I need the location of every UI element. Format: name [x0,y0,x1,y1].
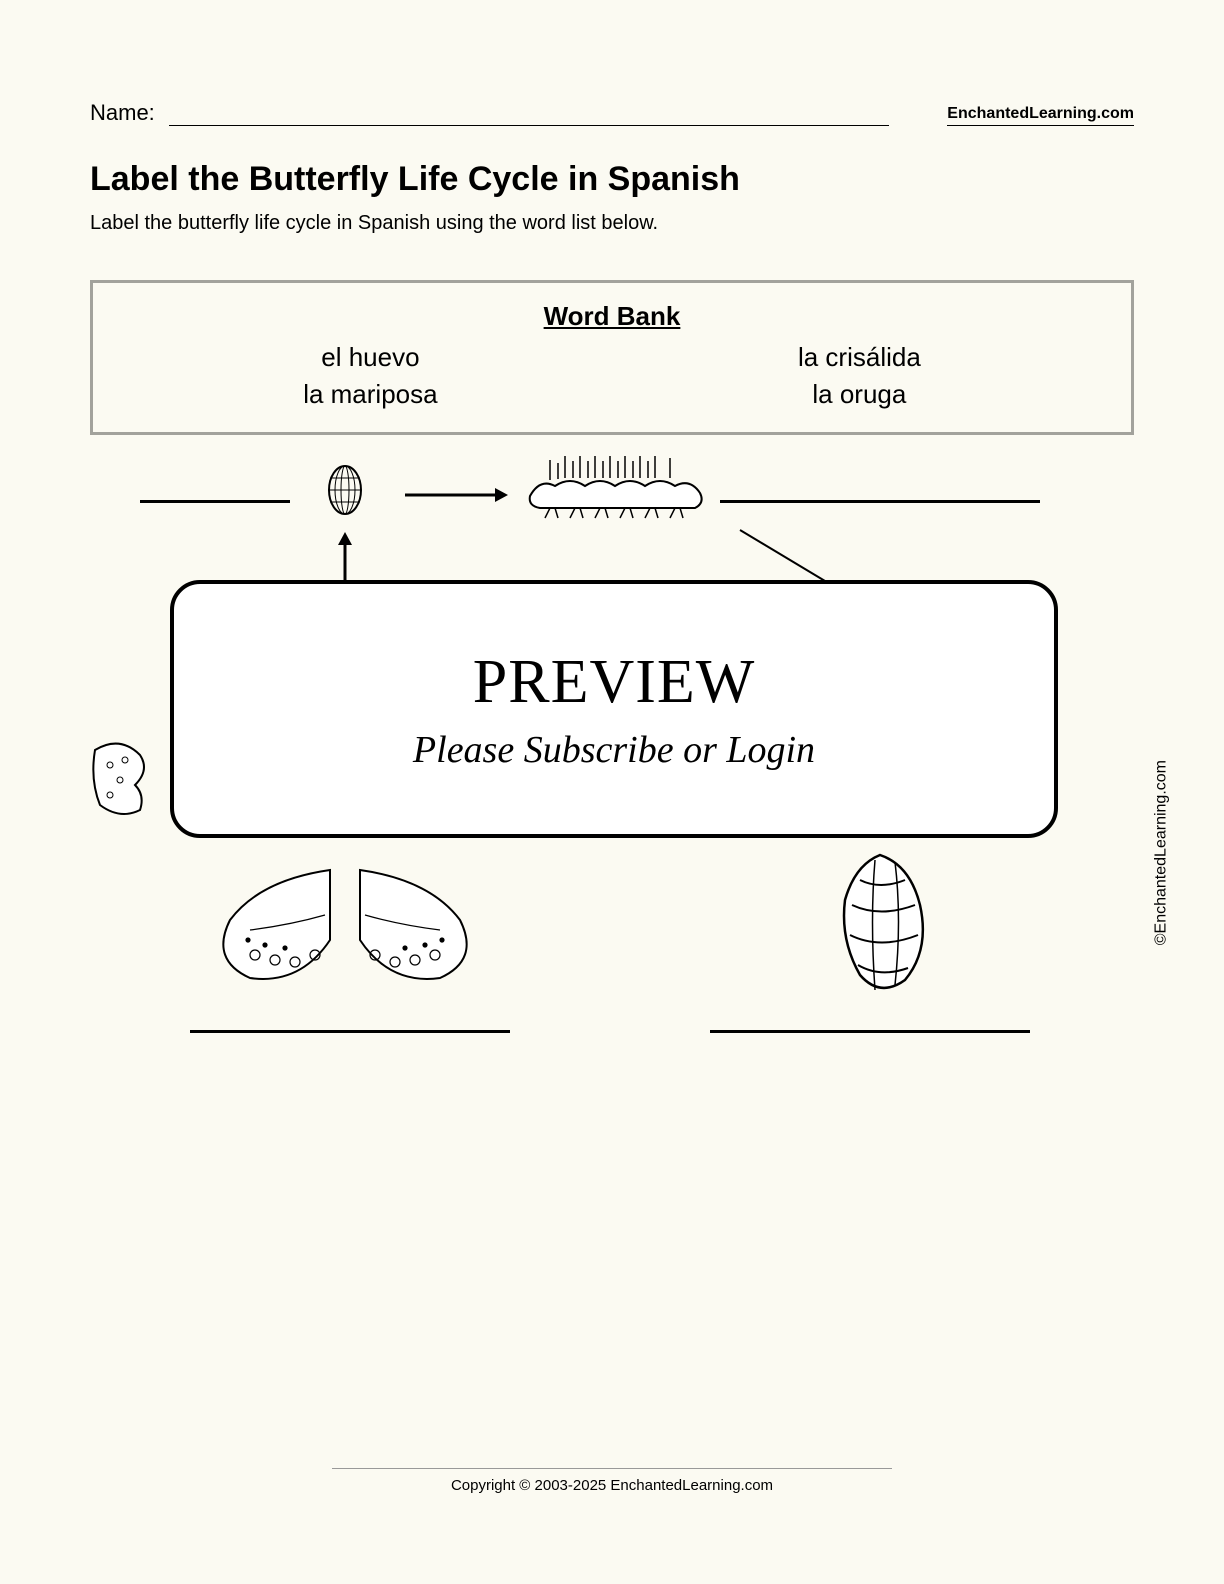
name-label: Name: [90,100,155,125]
preview-subtitle: Please Subscribe or Login [413,728,815,772]
preview-overlay: PREVIEW Please Subscribe or Login [170,580,1058,838]
word-bank-item: la crisálida [798,342,921,373]
egg-icon [320,460,370,520]
word-bank-col-2: la crisálida la oruga [798,342,921,410]
answer-line-caterpillar[interactable] [720,500,1040,503]
answer-line-butterfly[interactable] [190,1030,510,1033]
footer-divider [332,1468,892,1469]
copyright-text: Copyright © 2003-2025 EnchantedLearning.… [0,1477,1224,1494]
word-bank-item: el huevo [321,342,419,373]
name-input-line[interactable] [169,103,889,126]
word-bank-item: la oruga [812,379,906,410]
header-row: Name: EnchantedLearning.com [90,100,1134,126]
side-brand: ©EnchantedLearning.com [1152,760,1170,945]
page-subtitle: Label the butterfly life cycle in Spanis… [90,212,658,235]
answer-line-egg[interactable] [140,500,290,503]
preview-title: PREVIEW [473,647,756,718]
word-bank-title: Word Bank [123,301,1101,332]
word-bank: Word Bank el huevo la mariposa la crisál… [90,280,1134,435]
footer: Copyright © 2003-2025 EnchantedLearning.… [0,1468,1224,1494]
answer-line-chrysalis[interactable] [710,1030,1030,1033]
word-bank-item: la mariposa [303,379,437,410]
chrysalis-icon [820,850,950,1000]
worksheet-page: Name: EnchantedLearning.com Label the Bu… [0,0,1224,1584]
caterpillar-icon [520,448,720,523]
butterfly-partial-icon [90,730,180,830]
word-bank-grid: el huevo la mariposa la crisálida la oru… [123,342,1101,410]
page-title: Label the Butterfly Life Cycle in Spanis… [90,160,740,199]
arrow-icon [400,480,510,510]
butterfly-icon [200,860,490,990]
word-bank-col-1: el huevo la mariposa [303,342,437,410]
brand-top: EnchantedLearning.com [947,105,1134,126]
name-field: Name: [90,100,889,126]
